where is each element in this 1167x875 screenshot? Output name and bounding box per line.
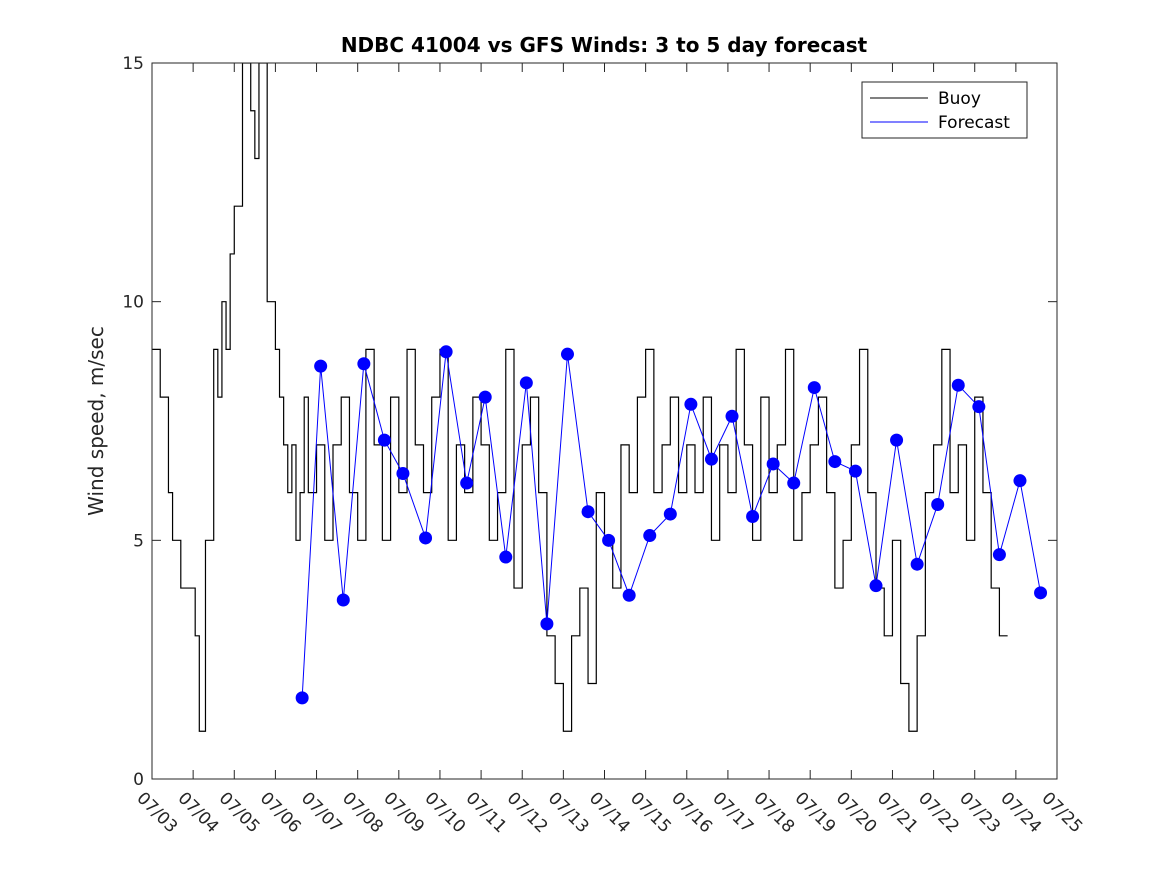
legend-box: [861, 81, 1028, 139]
forecast-point: [766, 457, 780, 471]
x-tick-label: 07/04: [174, 788, 223, 837]
y-tick-label: 10: [122, 293, 144, 313]
forecast-point: [663, 507, 677, 521]
forecast-point: [910, 557, 924, 571]
x-tick-label: 07/15: [626, 788, 675, 837]
x-tick-label: 07/14: [585, 788, 634, 837]
forecast-point: [622, 588, 636, 602]
forecast-point: [746, 509, 760, 523]
x-tick-label: 07/21: [873, 788, 922, 837]
forecast-point: [314, 359, 328, 373]
x-tick-label: 07/05: [215, 788, 264, 837]
chart-title: NDBC 41004 vs GFS Winds: 3 to 5 day fore…: [341, 33, 868, 57]
x-tick-label: 07/09: [379, 788, 428, 837]
legend-forecast-label: Forecast: [938, 113, 1010, 133]
forecast-series: [301, 351, 1042, 698]
forecast-point: [377, 433, 391, 447]
x-tick-label: 07/23: [955, 788, 1004, 837]
x-tick-label: 07/20: [832, 788, 881, 837]
forecast-point: [581, 505, 595, 519]
forecast-point: [890, 433, 904, 447]
forecast-point: [869, 579, 883, 593]
forecast-point: [992, 548, 1006, 562]
forecast-point: [684, 397, 698, 411]
forecast-point: [560, 347, 574, 361]
forecast-point: [1013, 474, 1027, 488]
forecast-point: [357, 357, 371, 371]
forecast-point: [602, 533, 616, 547]
forecast-point: [460, 476, 474, 490]
plot-frame: [151, 62, 1058, 780]
forecast-point: [499, 550, 513, 564]
y-tick-label: 15: [122, 54, 144, 74]
x-tick-label: 07/12: [503, 788, 552, 837]
x-tick-label: 07/25: [1037, 788, 1086, 837]
x-tick-label: 07/16: [667, 788, 716, 837]
x-tick-label: 07/03: [132, 788, 181, 837]
buoy-line: [152, 63, 1008, 732]
forecast-line: [301, 351, 1042, 698]
x-tick-label: 07/10: [420, 788, 469, 837]
forecast-point: [725, 409, 739, 423]
forecast-point: [951, 378, 965, 392]
y-tick-label: 5: [133, 531, 144, 551]
x-tick-label: 07/06: [256, 788, 305, 837]
x-tick-label: 07/22: [914, 788, 963, 837]
forecast-point: [419, 531, 433, 545]
y-tick-label: 0: [133, 770, 144, 790]
forecast-point: [1034, 586, 1048, 600]
legend: Buoy Forecast: [861, 81, 1028, 139]
forecast-point: [295, 691, 309, 705]
forecast-point: [828, 455, 842, 469]
forecast-point: [931, 498, 945, 512]
x-tick-label: 07/07: [297, 788, 346, 837]
y-axis-label: Wind speed, m/sec: [84, 326, 108, 516]
forecast-point: [519, 376, 533, 390]
forecast-point: [643, 529, 657, 543]
forecast-points: [295, 345, 1048, 705]
forecast-point: [848, 464, 862, 478]
x-tick-label: 07/08: [338, 788, 387, 837]
x-tick-label: 07/19: [791, 788, 840, 837]
forecast-point: [972, 400, 986, 414]
x-tick-label: 07/24: [996, 788, 1045, 837]
x-tick-label: 07/11: [462, 788, 511, 837]
x-tick-label: 07/18: [750, 788, 799, 837]
forecast-point: [807, 381, 821, 395]
legend-buoy-label: Buoy: [938, 89, 981, 109]
x-tick-label: 07/17: [708, 788, 757, 837]
forecast-point: [540, 617, 554, 631]
buoy-series: [152, 63, 1008, 732]
forecast-point: [478, 390, 492, 404]
forecast-point: [396, 467, 410, 481]
forecast-point: [336, 593, 350, 607]
x-tick-label: 07/13: [544, 788, 593, 837]
forecast-point: [787, 476, 801, 490]
forecast-point: [704, 452, 718, 466]
forecast-point: [439, 345, 453, 359]
